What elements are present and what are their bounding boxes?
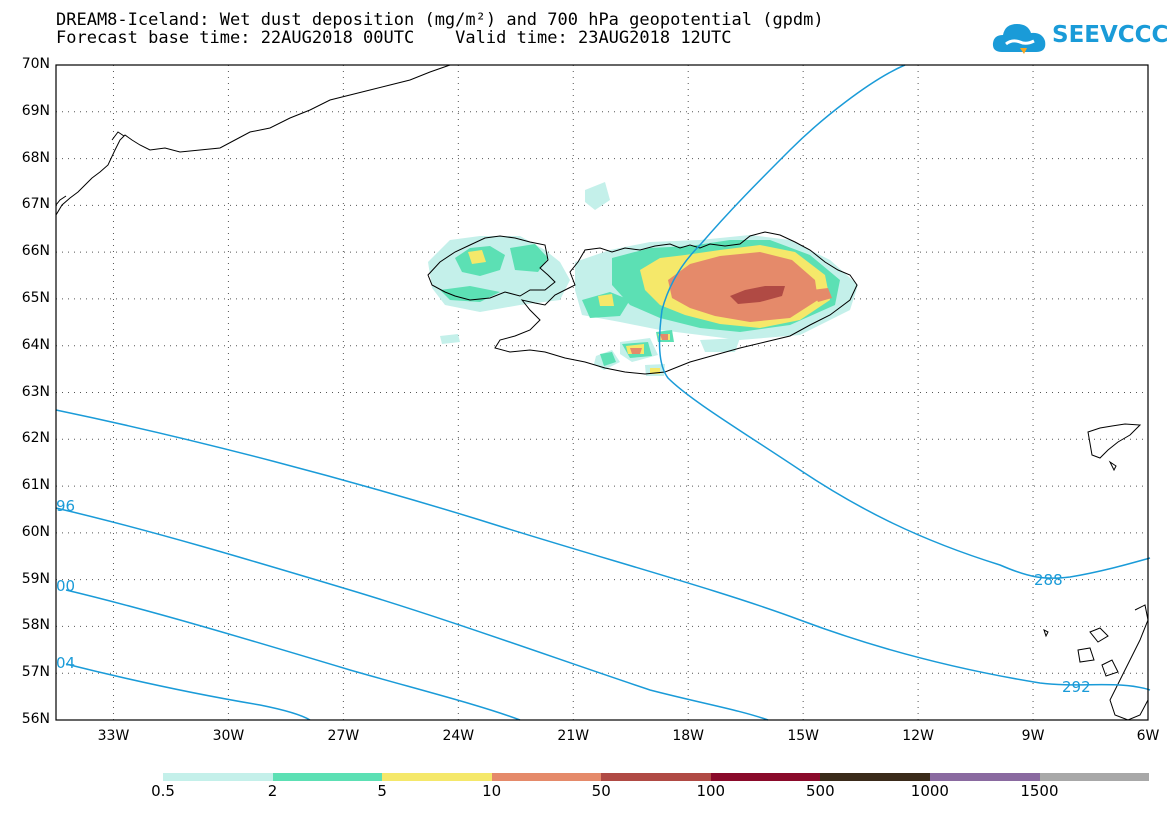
- lon-label: 21W: [557, 728, 590, 744]
- logo-text: SEEVCCC: [1052, 22, 1169, 48]
- cloud-icon: [992, 24, 1046, 54]
- legend-label: 0.5: [151, 782, 175, 800]
- lon-label: 9W: [1021, 728, 1045, 744]
- lon-label: 30W: [212, 728, 245, 744]
- legend-label: 500: [806, 782, 835, 800]
- dust-deposition-field: [428, 182, 858, 376]
- legend-label: 100: [696, 782, 726, 800]
- lon-label: 33W: [97, 728, 130, 744]
- lat-label: 63N: [21, 383, 50, 400]
- lat-label: 66N: [21, 243, 50, 260]
- lat-label: 58N: [21, 617, 50, 634]
- lon-label: 6W: [1136, 728, 1160, 744]
- legend-swatch: [820, 773, 930, 781]
- legend-label: 5: [377, 782, 387, 800]
- legend-swatch: [491, 773, 602, 781]
- lat-label: 60N: [21, 523, 50, 540]
- legend-swatch: [710, 773, 821, 781]
- lat-label: 56N: [21, 711, 50, 727]
- lat-label: 68N: [21, 149, 50, 166]
- lon-label: 24W: [442, 728, 475, 744]
- legend-swatch: [601, 773, 711, 781]
- chart-title: DREAM8-Iceland: Wet dust deposition (mg/…: [56, 10, 824, 30]
- legend-label: 1000: [910, 782, 949, 800]
- color-legend: [163, 773, 1150, 781]
- seevccc-logo: SEEVCCC: [990, 18, 1168, 60]
- contour-label-04: 04: [56, 654, 75, 672]
- lon-label: 27W: [327, 728, 360, 744]
- legend-swatch: [929, 773, 1040, 781]
- legend-swatch: [1039, 773, 1150, 781]
- lon-label: 18W: [672, 728, 705, 744]
- lat-label: 62N: [21, 430, 50, 447]
- lat-label: 57N: [21, 664, 50, 681]
- lat-label: 69N: [21, 102, 50, 119]
- legend-label: 50: [591, 782, 611, 800]
- lat-label: 59N: [21, 570, 50, 587]
- contour-label-292: 292: [1062, 678, 1091, 696]
- lat-label: 64N: [21, 336, 50, 353]
- lat-label: 65N: [21, 289, 50, 306]
- legend-swatch: [382, 773, 492, 781]
- map-frame: [55, 64, 1149, 721]
- legend-swatch: [163, 773, 273, 781]
- coastlines: [55, 64, 1149, 721]
- gridlines: [56, 65, 1148, 720]
- geopotential-contours: [55, 64, 1151, 721]
- legend-swatch: [272, 773, 383, 781]
- lat-label: 67N: [21, 196, 50, 213]
- contour-label-96: 96: [56, 497, 75, 515]
- lon-label: 12W: [902, 728, 934, 744]
- legend-label: 10: [482, 782, 502, 800]
- contour-labels: 96 00 04 288 292: [56, 497, 1091, 696]
- lat-label: 61N: [21, 477, 50, 494]
- contour-label-00: 00: [56, 577, 75, 595]
- legend-label: 2: [267, 782, 278, 800]
- chart-subtitle: Forecast base time: 22AUG2018 00UTC Vali…: [56, 28, 732, 48]
- contour-label-288: 288: [1034, 571, 1063, 589]
- lat-label: 70N: [21, 56, 50, 72]
- legend-label: 1500: [1020, 782, 1059, 800]
- lon-label: 15W: [787, 728, 819, 744]
